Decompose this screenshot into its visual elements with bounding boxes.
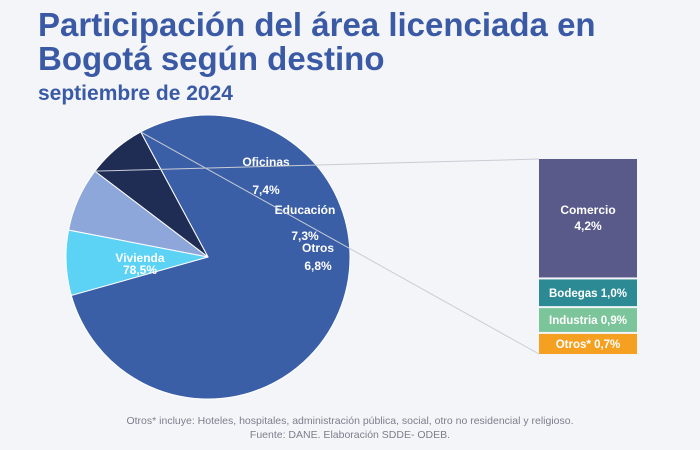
breakdown-bar: Comercio 4,2% Bodegas 1,0% Industria 0,9% Ot… [539,159,637,354]
bar-value-bodegas: 1,0% [601,288,627,300]
chart-title: Participación del área licenciada en Bog… [38,6,596,77]
pie-label-oficinas: Oficinas [242,155,290,169]
bar-label-otros: Otros* 0,7% [556,339,621,351]
bar-value-comercio: 4,2% [574,219,602,233]
pie-slice-vivienda [70,114,351,400]
bar-segment-otros [539,333,637,354]
pie-value-otros: 6,8% [304,259,332,273]
bar-segment-comercio [539,159,637,278]
bar-value-otros: 0,7% [594,339,620,351]
pie-label-educacion: Educación [275,203,336,217]
connector-line-bottom [140,131,540,355]
pie-label-otros: Otros [302,241,334,255]
bar-value-industria: 0,9% [601,315,627,327]
pie-value-vivienda: 78,5% [123,263,157,277]
connector-line-top [94,158,540,172]
bar-segment-industria [539,308,637,332]
pie-value-educacion: 7,3% [291,229,319,243]
bar-label-industria: Industria 0,9% [549,315,627,327]
source-note: Fuente: DANE. Elaboración SDDE- ODEB. [249,429,451,441]
bar-label-bodegas: Bodegas 1,0% [549,288,627,300]
pie-label-vivienda: Vivienda [115,251,164,265]
pie-value-oficinas: 7,4% [252,183,280,197]
footnote: Otros* incluye: Hoteles, hospitales, adm… [126,415,574,427]
chart-subtitle: septiembre de 2024 [38,82,233,105]
bar-label-comercio: Comercio [560,203,615,217]
pie-of-pie-chart: Vivienda78,5%Oficinas7,4%Educación7,3%Ot… [65,114,637,400]
bar-segment-bodegas [539,279,637,307]
